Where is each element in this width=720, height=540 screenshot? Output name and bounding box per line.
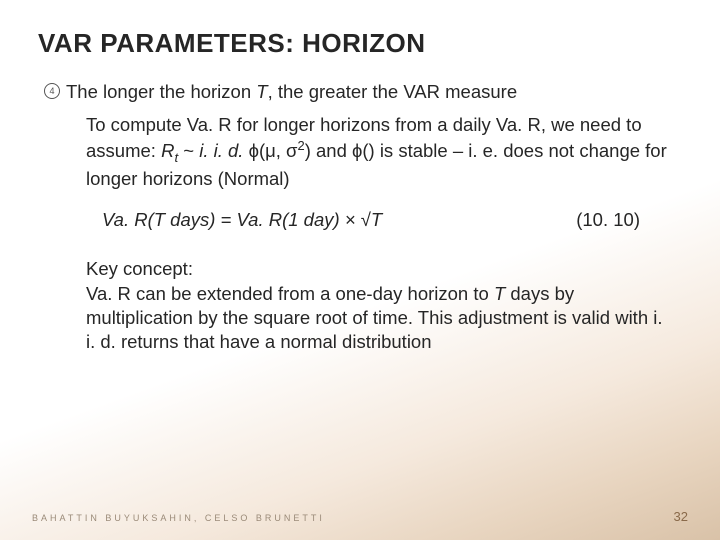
body-block: To compute Va. R for longer horizons fro… (86, 113, 670, 355)
paragraph-assumption: To compute Va. R for longer horizons fro… (86, 113, 670, 191)
key-a: Va. R can be extended from a one-day hor… (86, 283, 494, 304)
formula-text: Va. R(T days) = Va. R(1 day) × √T (102, 209, 382, 231)
para1-sq: 2 (297, 138, 304, 153)
bullet-number-icon: 4 (44, 83, 60, 99)
lead-bullet-line: 4 The longer the horizon T, the greater … (44, 81, 682, 103)
footer: BAHATTIN BUYUKSAHIN, CELSO BRUNETTI 32 (32, 509, 688, 524)
para1-R: R (161, 141, 174, 162)
para1-iid: i. i. d. (199, 141, 243, 162)
lead-text-post: , the greater the VAR measure (268, 81, 518, 102)
footer-authors: BAHATTIN BUYUKSAHIN, CELSO BRUNETTI (32, 513, 325, 523)
key-T: T (494, 283, 505, 304)
key-concept-label: Key concept: (86, 257, 670, 281)
para1-b: ~ (178, 141, 199, 162)
para1-c: ϕ(μ, σ (243, 141, 297, 162)
key-concept-text: Va. R can be extended from a one-day hor… (86, 282, 670, 355)
lead-T: T (256, 81, 267, 102)
page-number: 32 (674, 509, 688, 524)
slide-title: VAR PARAMETERS: HORIZON (38, 28, 682, 59)
lead-text-pre: The longer the horizon (66, 81, 256, 102)
formula-row: Va. R(T days) = Va. R(1 day) × √T (10. 1… (102, 209, 670, 231)
equation-number: (10. 10) (576, 209, 640, 231)
